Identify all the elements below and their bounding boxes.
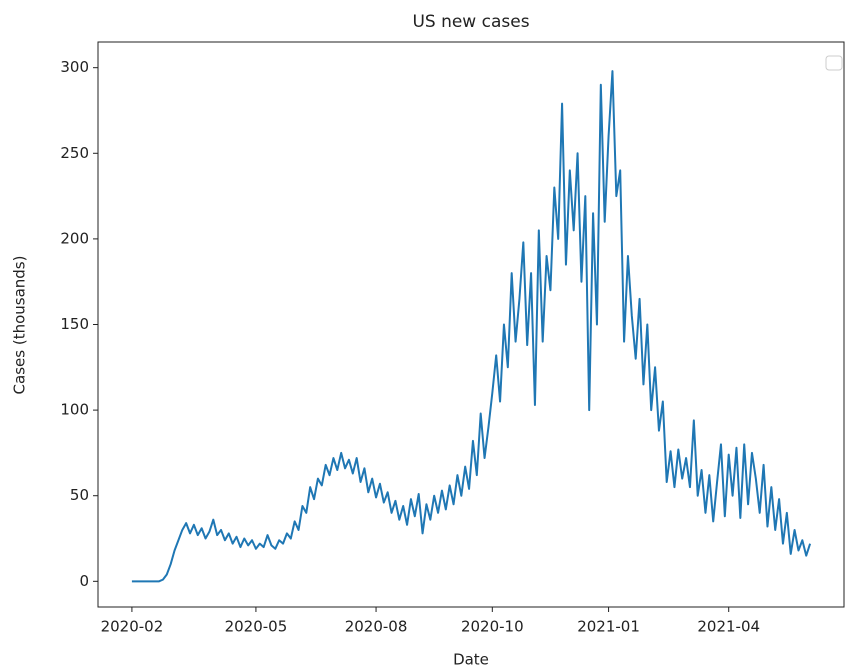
x-tick-label: 2020-08	[345, 618, 408, 636]
legend-box	[825, 55, 843, 71]
y-tick-label: 100	[60, 401, 89, 419]
line-series	[131, 70, 812, 583]
chart-title: US new cases	[412, 12, 529, 32]
x-tick-label: 2020-02	[101, 618, 164, 636]
x-tick-label: 2021-04	[697, 618, 760, 636]
y-tick-label: 150	[60, 315, 89, 333]
plot-frame	[97, 41, 845, 608]
y-tick-label: 300	[60, 58, 89, 76]
y-tick-label: 200	[60, 229, 89, 247]
y-tick-label: 0	[79, 572, 89, 590]
y-tick-label: 250	[60, 144, 89, 162]
x-tick-label: 2020-05	[225, 618, 288, 636]
x-tick-label: 2021-01	[577, 618, 640, 636]
y-axis-label: Cases (thousands)	[11, 256, 29, 395]
y-tick-label: 50	[70, 486, 89, 504]
x-tick-label: 2020-10	[461, 618, 524, 636]
x-axis-label: Date	[453, 651, 489, 669]
